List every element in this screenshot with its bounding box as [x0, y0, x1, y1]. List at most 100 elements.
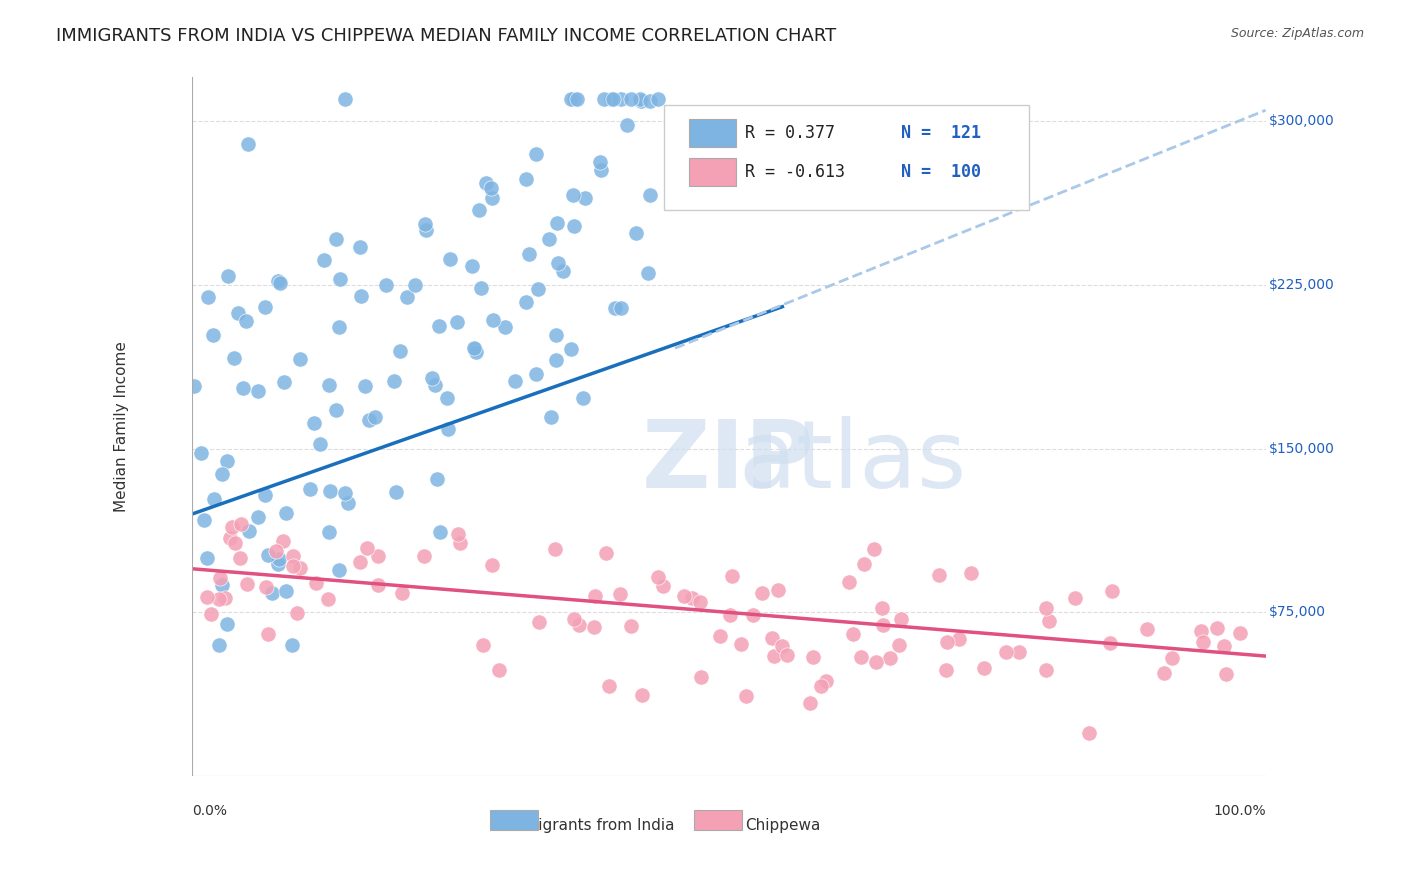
Point [193, 513, 215, 527]
Point [208, 592, 231, 607]
Point [1078, 725, 1101, 739]
Point [741, 608, 763, 623]
Point [367, 578, 389, 592]
Point [404, 277, 426, 292]
Point [602, 92, 624, 106]
Point [842, 627, 865, 641]
Point [335, 92, 357, 106]
Point [274, 507, 297, 521]
Point [815, 674, 838, 689]
Point [960, 566, 983, 580]
Point [232, 380, 254, 394]
Point [197, 290, 219, 304]
FancyBboxPatch shape [695, 810, 741, 830]
Point [547, 255, 569, 269]
Text: IMMIGRANTS FROM INDIA VS CHIPPEWA MEDIAN FAMILY INCOME CORRELATION CHART: IMMIGRANTS FROM INDIA VS CHIPPEWA MEDIAN… [56, 27, 837, 45]
Point [583, 589, 606, 603]
Text: $75,000: $75,000 [1268, 606, 1326, 619]
Point [426, 472, 449, 486]
Point [503, 374, 526, 388]
FancyBboxPatch shape [491, 810, 537, 830]
Point [475, 177, 498, 191]
Point [391, 586, 413, 600]
Text: N =  121: N = 121 [900, 124, 980, 143]
Point [460, 260, 482, 274]
Point [948, 632, 970, 646]
Text: Immigrants from India: Immigrants from India [503, 818, 675, 833]
Point [638, 188, 661, 202]
Point [681, 591, 703, 605]
Point [709, 629, 731, 643]
Point [616, 118, 638, 132]
Text: $150,000: $150,000 [1268, 442, 1334, 456]
Point [190, 445, 212, 459]
Point [349, 555, 371, 569]
Point [562, 613, 585, 627]
Point [994, 645, 1017, 659]
Point [209, 571, 232, 585]
Text: $225,000: $225,000 [1268, 278, 1334, 292]
Point [470, 281, 492, 295]
Point [852, 557, 875, 571]
Point [318, 378, 340, 392]
Point [329, 272, 352, 286]
Point [439, 252, 461, 266]
Point [224, 536, 246, 550]
Point [267, 275, 290, 289]
Point [337, 496, 360, 510]
Point [367, 549, 389, 563]
Point [935, 663, 957, 677]
Point [928, 568, 950, 582]
Point [689, 595, 711, 609]
Point [527, 615, 550, 629]
Point [1136, 622, 1159, 636]
Point [382, 374, 405, 388]
Point [609, 587, 631, 601]
Text: Source: ZipAtlas.com: Source: ZipAtlas.com [1230, 27, 1364, 40]
Point [208, 638, 231, 652]
Point [468, 202, 491, 217]
Point [273, 533, 295, 548]
Point [281, 549, 304, 563]
Point [388, 344, 411, 359]
Point [588, 154, 610, 169]
Text: N =  100: N = 100 [900, 162, 980, 181]
Point [872, 617, 894, 632]
Point [799, 696, 821, 710]
FancyBboxPatch shape [689, 158, 737, 186]
Point [374, 278, 396, 293]
Text: R = -0.613: R = -0.613 [745, 162, 845, 181]
Point [879, 651, 901, 665]
Point [269, 552, 291, 566]
Point [211, 577, 233, 591]
Point [630, 94, 652, 108]
Point [447, 527, 470, 541]
Point [1161, 651, 1184, 665]
Point [887, 638, 910, 652]
Point [1206, 621, 1229, 635]
Point [546, 327, 568, 342]
Point [488, 663, 510, 677]
Point [335, 486, 357, 500]
Point [600, 92, 623, 106]
Point [309, 437, 332, 451]
Point [202, 491, 225, 506]
Point [776, 648, 799, 663]
Point [515, 172, 537, 186]
Point [592, 92, 614, 106]
Point [526, 282, 548, 296]
Point [672, 590, 695, 604]
Point [423, 378, 446, 392]
Point [766, 583, 789, 598]
Point [595, 546, 617, 560]
Point [349, 239, 371, 253]
Point [429, 524, 451, 539]
Point [302, 416, 325, 430]
Point [283, 558, 305, 573]
Point [582, 619, 605, 633]
Point [546, 216, 568, 230]
Point [560, 342, 582, 356]
Point [288, 351, 311, 366]
Point [862, 541, 884, 556]
Point [1215, 667, 1237, 681]
